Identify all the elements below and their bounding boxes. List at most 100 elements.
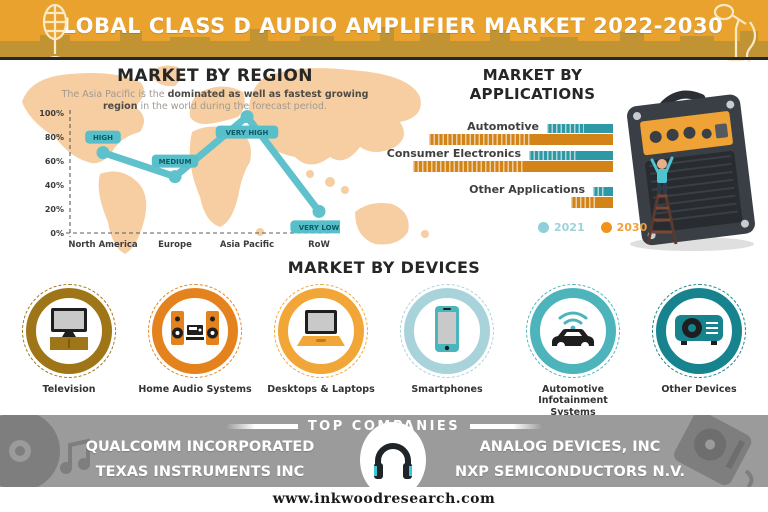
turntable-silhouette bbox=[674, 415, 754, 487]
legend-dot-icon bbox=[600, 222, 612, 233]
legend-item: 2030 bbox=[600, 221, 648, 234]
device-item: Automotive Infotainment Systems bbox=[510, 284, 636, 418]
svg-text:0%: 0% bbox=[50, 229, 64, 238]
heading-rule-right bbox=[470, 424, 543, 429]
company-list-left: QUALCOMM INCORPORATED TEXAS INSTRUMENTS I… bbox=[60, 439, 340, 480]
device-outer-dashed-ring bbox=[274, 284, 368, 378]
svg-text:North America: North America bbox=[68, 240, 138, 250]
applications-legend: 2021 2030 bbox=[538, 221, 647, 234]
cd-music-silhouette bbox=[0, 415, 90, 487]
device-item: Desktops & Laptops bbox=[258, 284, 384, 418]
device-circle bbox=[26, 288, 112, 374]
company-name: TEXAS INSTRUMENTS INC bbox=[95, 464, 305, 480]
bar-stripe-pattern bbox=[429, 134, 533, 145]
device-label: Desktops & Laptops bbox=[267, 384, 375, 395]
svg-text:40%: 40% bbox=[45, 181, 64, 190]
bar-stripe-pattern bbox=[413, 161, 525, 172]
svg-text:Asia Pacific: Asia Pacific bbox=[220, 240, 274, 250]
device-outer-dashed-ring bbox=[400, 284, 494, 378]
heading-rule-left bbox=[225, 424, 298, 429]
website-url: www.inkwoodresearch.com bbox=[272, 491, 496, 507]
applications-section-title: MARKET BY APPLICATIONS bbox=[469, 66, 596, 103]
svg-text:20%: 20% bbox=[45, 205, 64, 214]
svg-text:80%: 80% bbox=[45, 133, 64, 142]
bar-stripe-pattern bbox=[547, 124, 584, 133]
header-banner: GLOBAL CLASS D AUDIO AMPLIFIER MARKET 20… bbox=[0, 0, 768, 63]
applications-bar-chart: Automotive Consumer Electronics Other Appl… bbox=[387, 114, 613, 214]
laptop-icon bbox=[295, 308, 347, 354]
headphones-icon bbox=[374, 443, 412, 479]
device-circle bbox=[656, 288, 742, 374]
company-name: ANALOG DEVICES, INC bbox=[479, 439, 661, 455]
applications-bar-row: Other Applications bbox=[420, 183, 613, 211]
smartphone-icon bbox=[433, 305, 461, 357]
svg-text:VERY HIGH: VERY HIGH bbox=[226, 129, 269, 137]
bar-2030 bbox=[571, 197, 613, 208]
svg-text:RoW: RoW bbox=[308, 240, 330, 250]
city-skyline-graphic bbox=[0, 27, 768, 57]
company-name: NXP SEMICONDUCTORS N.V. bbox=[454, 464, 686, 480]
devices-section-title: MARKET BY DEVICES bbox=[287, 258, 481, 277]
svg-text:VERY LOW: VERY LOW bbox=[299, 224, 340, 232]
svg-text:Europe: Europe bbox=[158, 240, 192, 250]
region-line-chart: 0% 20% 40% 60% 80% 100% HIGH MEDIUM VERY HIGH VER… bbox=[39, 100, 348, 252]
device-circle bbox=[278, 288, 364, 374]
device-item: Other Devices bbox=[636, 284, 762, 418]
bar-2030 bbox=[429, 134, 613, 145]
footer: www.inkwoodresearch.com bbox=[0, 487, 768, 512]
legend-item: 2021 bbox=[538, 221, 585, 234]
legend-label: 2030 bbox=[616, 221, 648, 234]
headphones-badge bbox=[360, 422, 426, 487]
header-divider bbox=[0, 57, 768, 60]
top-companies-band: TOP COMPANIES QUALCOMM INCORPORATEDTEXAS… bbox=[0, 415, 768, 487]
region-section-subtitle: The Asia Pacific is the dominated as wel… bbox=[55, 89, 375, 114]
applications-category-label: Other Applications bbox=[469, 183, 585, 196]
microphone-stand-icon bbox=[713, 3, 757, 63]
page-title: GLOBAL CLASS D AUDIO AMPLIFIER MARKET 20… bbox=[44, 14, 724, 38]
home-audio-icon bbox=[169, 307, 221, 355]
region-section-title: MARKET BY REGION bbox=[117, 66, 313, 86]
device-outer-dashed-ring bbox=[652, 284, 746, 378]
legend-dot-icon bbox=[538, 222, 549, 233]
svg-text:100%: 100% bbox=[40, 109, 64, 118]
car-infotainment-icon bbox=[546, 306, 600, 356]
device-outer-dashed-ring bbox=[526, 284, 620, 378]
applications-bar-row: Automotive bbox=[420, 120, 613, 148]
device-item: Smartphones bbox=[384, 284, 510, 418]
device-label: Other Devices bbox=[661, 384, 737, 395]
device-item: Home Audio Systems bbox=[132, 284, 258, 418]
device-circle bbox=[530, 288, 616, 374]
device-label: Television bbox=[42, 384, 96, 395]
bar-2021 bbox=[547, 124, 613, 133]
applications-category-label: Automotive bbox=[467, 120, 539, 133]
device-label: Smartphones bbox=[411, 384, 483, 395]
device-label: Automotive Infotainment Systems bbox=[538, 384, 608, 418]
device-outer-dashed-ring bbox=[148, 284, 242, 378]
region-subtitle-segment: The Asia Pacific is the bbox=[61, 89, 168, 100]
company-list-right: ANALOG DEVICES, INC NXP SEMICONDUCTORS N.… bbox=[440, 439, 700, 480]
amplifier-illustration bbox=[627, 90, 755, 251]
applications-bar-row: Consumer Electronics bbox=[387, 147, 613, 175]
microphone-icon bbox=[42, 3, 68, 61]
svg-text:60%: 60% bbox=[45, 157, 64, 166]
television-icon bbox=[44, 306, 94, 356]
bar-stripe-pattern bbox=[571, 197, 595, 208]
bar-2030 bbox=[413, 161, 613, 172]
bar-2021 bbox=[593, 187, 613, 196]
svg-text:HIGH: HIGH bbox=[93, 134, 113, 142]
device-circle bbox=[404, 288, 490, 374]
device-item: Television bbox=[6, 284, 132, 418]
legend-label: 2021 bbox=[554, 221, 585, 234]
applications-category-label: Consumer Electronics bbox=[386, 147, 521, 160]
device-outer-dashed-ring bbox=[22, 284, 116, 378]
projector-icon bbox=[673, 311, 725, 351]
device-circle bbox=[152, 288, 238, 374]
bar-2021 bbox=[529, 151, 613, 160]
region-subtitle-segment: in the world during the forecast period. bbox=[137, 101, 327, 113]
region-subtitle-segment: dominated as well as fastest growing reg… bbox=[103, 89, 369, 113]
device-label: Home Audio Systems bbox=[138, 384, 252, 395]
company-name: QUALCOMM INCORPORATED bbox=[85, 439, 315, 455]
technician-on-ladder bbox=[646, 156, 678, 245]
bar-stripe-pattern bbox=[593, 187, 605, 196]
